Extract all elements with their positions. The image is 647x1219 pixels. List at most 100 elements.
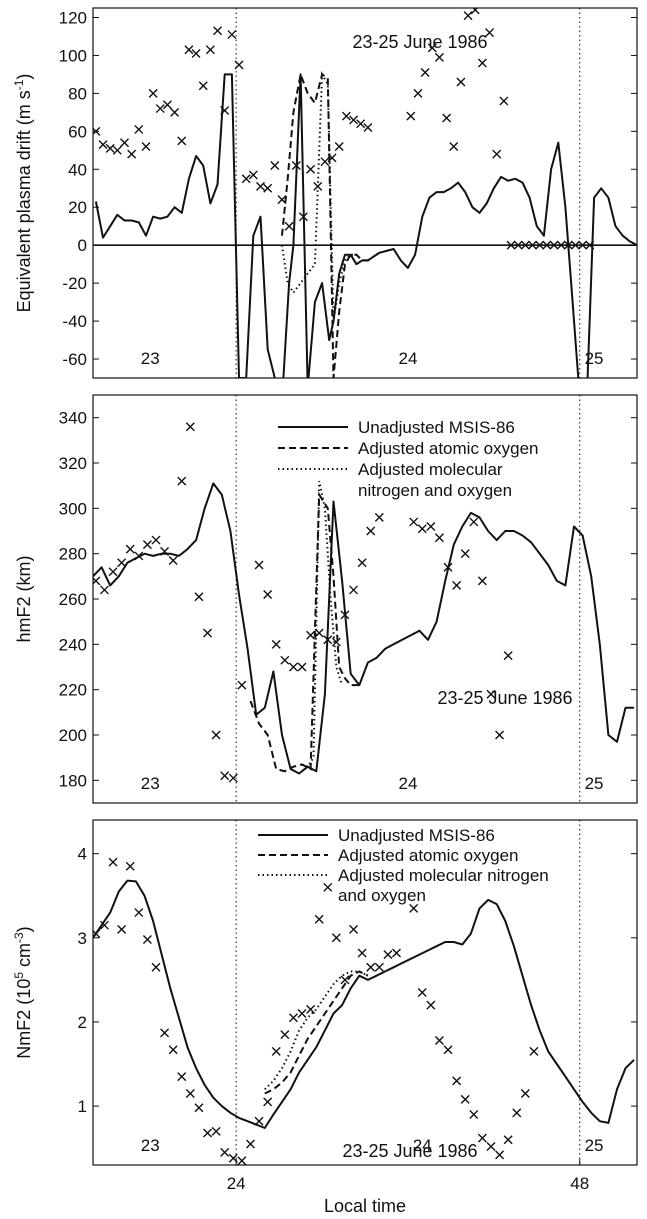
observation-point [469,1110,479,1120]
observation-point [93,576,101,586]
observation-stroke [506,240,516,250]
observation-point [306,1004,316,1014]
observation-stroke [413,88,423,98]
observation-point [177,1072,187,1082]
observation-point [288,662,298,672]
observation-point [99,585,109,595]
observation-stroke [168,555,178,565]
observation-point [391,948,401,958]
observation-stroke [357,948,367,958]
observation-stroke [409,903,419,913]
observation-stroke [105,143,115,153]
observation-stroke [374,962,384,972]
observation-stroke [213,26,223,36]
observation-stroke [512,1108,522,1118]
y-axis-label: NmF2 (105 cm-3) [12,926,34,1058]
observation-stroke [470,8,479,15]
observation-point [485,28,495,38]
observation-stroke [194,592,204,602]
observation-stroke [297,1009,307,1019]
observation-point [191,49,201,59]
y-axis-label-part: hmF2 (km) [14,556,34,643]
observation-stroke [134,908,144,918]
plot-frame [92,819,638,1166]
observation-stroke [357,558,367,568]
observation-stroke [99,920,109,930]
observation-stroke [93,576,101,585]
observation-stroke [549,240,559,250]
observation-point [263,1097,273,1107]
observation-point [134,908,144,918]
observation-stroke [426,1000,436,1010]
observation-stroke [463,11,473,21]
observation-stroke [477,58,487,68]
plot-area [93,422,635,783]
observation-stroke [288,1013,298,1023]
y-tick-label: 220 [59,681,87,700]
observation-stroke [227,30,237,40]
observation-point [198,81,208,91]
observation-point [134,551,144,561]
series-line-dotted [264,970,369,1091]
observation-stroke [417,524,427,534]
y-tick-label: 80 [68,84,87,103]
observation-stroke [291,160,301,170]
observation-point [527,240,537,250]
observation-stroke [228,773,238,783]
x-tick-label: 48 [570,1174,589,1193]
observation-stroke [184,45,194,55]
series-line-dashed [281,70,380,378]
observation-stroke [270,160,280,170]
observation-stroke [529,1046,539,1056]
observation-stroke [284,221,294,231]
series-line-solid [94,73,637,378]
y-tick-label: 1 [78,1097,87,1116]
observation-stroke [280,1030,290,1040]
observation-point [477,576,487,586]
y-tick-label: 200 [59,726,87,745]
observation-point [460,549,470,559]
observation-point [486,689,496,699]
observation-stroke [263,1097,273,1107]
observation-stroke [205,45,215,55]
observation-point [499,96,509,106]
observation-stroke [313,181,323,191]
observation-stroke [125,544,135,554]
observation-stroke [320,157,330,167]
observation-point [263,183,273,193]
observation-point [460,1094,470,1104]
y-tick-label: 2 [78,1013,87,1032]
observation-point [205,45,215,55]
observation-stroke [443,562,453,572]
series-line-dotted [301,480,344,768]
y-axis-label-part: Equivalent plasma drift (m s [14,90,34,312]
series-line-solid [93,482,635,775]
observation-point [148,88,158,98]
observation-stroke [220,1147,230,1157]
observation-point [271,639,281,649]
observation-point [155,104,165,114]
observation-point [237,1156,247,1165]
y-tick-label: -60 [62,350,87,369]
observation-point [331,637,341,647]
chart-title: 23-25 June 1986 [352,32,487,52]
observation-stroke [334,142,344,152]
observation-point [194,592,204,602]
observation-stroke [263,589,273,599]
y-axis-label-superscript: -1 [12,79,26,90]
observation-stroke [271,639,281,649]
observation-stroke [406,111,416,121]
observation-point [513,240,523,250]
observation-point [356,119,366,129]
observation-point [194,1103,204,1113]
observation-stroke [426,521,436,531]
observation-point [168,1045,178,1055]
y-tick-label: -40 [62,312,87,331]
observation-point [245,1139,255,1149]
observation-stroke [98,140,108,150]
observation-stroke [177,476,187,486]
observation-point [168,555,178,565]
observation-stroke [298,212,308,222]
observation-stroke [306,1004,316,1014]
